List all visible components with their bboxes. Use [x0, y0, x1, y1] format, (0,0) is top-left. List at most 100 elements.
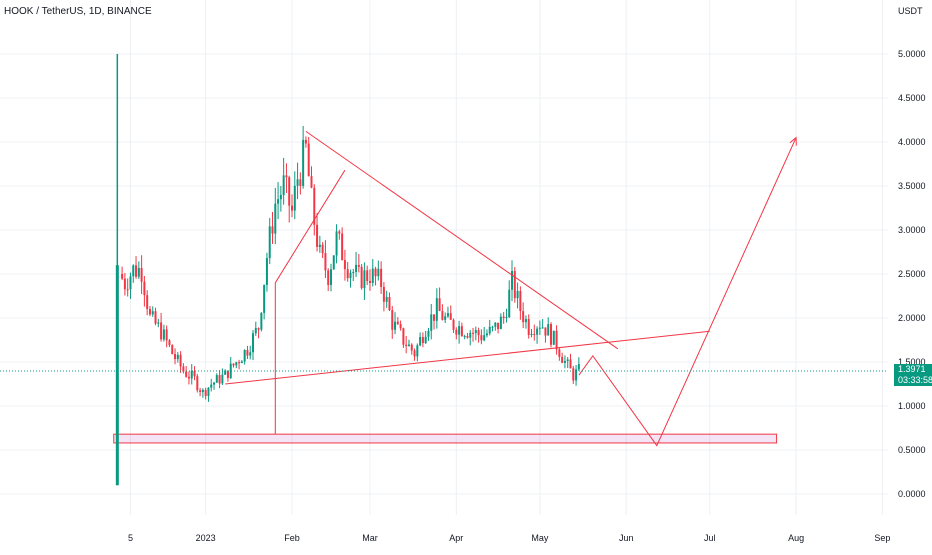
candle	[499, 316, 502, 329]
candle	[343, 260, 346, 270]
x-tick-label: 2023	[196, 533, 216, 543]
candle	[332, 255, 335, 270]
candle	[536, 328, 539, 335]
bar-countdown: 03:33:58	[898, 375, 932, 385]
candle	[190, 370, 193, 379]
candle	[424, 336, 427, 344]
candle	[513, 270, 516, 299]
candle	[324, 253, 327, 271]
candle	[282, 175, 285, 195]
candle	[196, 376, 199, 391]
x-tick-label: Jun	[619, 533, 634, 543]
candle	[129, 276, 132, 290]
candle	[385, 297, 388, 302]
candle	[427, 330, 430, 337]
candle	[438, 298, 441, 311]
drawings	[225, 130, 797, 447]
candle	[165, 329, 168, 341]
candle	[477, 330, 480, 336]
candle	[213, 382, 216, 385]
candle	[519, 290, 522, 312]
y-tick-label: 5.0000	[898, 49, 926, 59]
x-axis[interactable]: 5 2023 Feb Mar Apr May Jun Jul Aug Sep	[128, 533, 890, 543]
y-tick-label: 4.0000	[898, 137, 926, 147]
x-tick-label: May	[531, 533, 549, 543]
candle	[463, 336, 466, 338]
candle	[441, 310, 444, 320]
y-tick-label: 0.5000	[898, 445, 926, 455]
candle	[176, 354, 179, 360]
candle	[346, 269, 349, 279]
candle	[371, 268, 374, 283]
candle	[252, 333, 255, 353]
candle	[575, 369, 578, 381]
candle	[368, 280, 371, 283]
candle	[160, 322, 163, 340]
candle	[488, 326, 491, 334]
x-tick-label: Mar	[362, 533, 378, 543]
candle	[483, 335, 486, 341]
candle	[374, 268, 377, 277]
candle	[538, 327, 541, 329]
candle	[235, 362, 238, 366]
candle	[363, 270, 366, 289]
candle	[143, 281, 146, 296]
x-tick-label: Aug	[788, 533, 804, 543]
candle	[402, 328, 405, 345]
y-axis[interactable]: 0.0000 0.5000 1.0000 1.5000 2.0000 2.5000 3.00…	[898, 49, 926, 499]
candle	[265, 258, 268, 285]
candle	[148, 309, 151, 315]
candle	[382, 286, 385, 302]
candle	[146, 295, 149, 310]
candle	[157, 322, 160, 324]
current-price-value: 1.3971	[898, 364, 926, 374]
candle	[137, 267, 140, 277]
candle	[527, 319, 530, 335]
candle	[249, 352, 252, 356]
candle	[115, 265, 119, 486]
candle	[349, 272, 352, 279]
candle	[304, 139, 307, 144]
candle	[187, 376, 190, 379]
candle	[360, 266, 363, 289]
candle	[421, 337, 424, 344]
candle	[218, 375, 221, 384]
candle	[502, 316, 505, 319]
candle	[135, 265, 138, 277]
candle	[388, 297, 391, 311]
candle	[566, 359, 569, 361]
candle	[154, 311, 157, 324]
candle	[522, 311, 525, 323]
candle	[455, 329, 458, 335]
y-tick-label: 1.0000	[898, 401, 926, 411]
candle	[416, 345, 419, 357]
trendline	[225, 330, 710, 385]
y-tick-label: 0.0000	[898, 489, 926, 499]
candle	[357, 264, 360, 267]
candle	[433, 314, 436, 321]
candle	[288, 177, 291, 206]
support-zone	[113, 433, 778, 444]
candle	[238, 362, 241, 364]
candle	[277, 199, 280, 204]
candle	[151, 311, 154, 315]
candle	[474, 330, 477, 334]
candle	[341, 233, 344, 261]
candle	[313, 187, 316, 225]
trendline	[305, 130, 619, 350]
candle	[405, 344, 408, 347]
candle	[366, 270, 369, 281]
candle	[302, 139, 305, 186]
candle	[201, 389, 204, 393]
candle	[435, 298, 438, 321]
candle	[572, 368, 575, 381]
current-price-label: 1.3971 03:33:58	[894, 364, 932, 386]
x-tick-label: 5	[128, 533, 133, 543]
candle	[168, 340, 171, 346]
candle	[257, 328, 260, 330]
candle	[121, 274, 124, 279]
candle	[430, 314, 433, 331]
candle	[240, 361, 243, 364]
